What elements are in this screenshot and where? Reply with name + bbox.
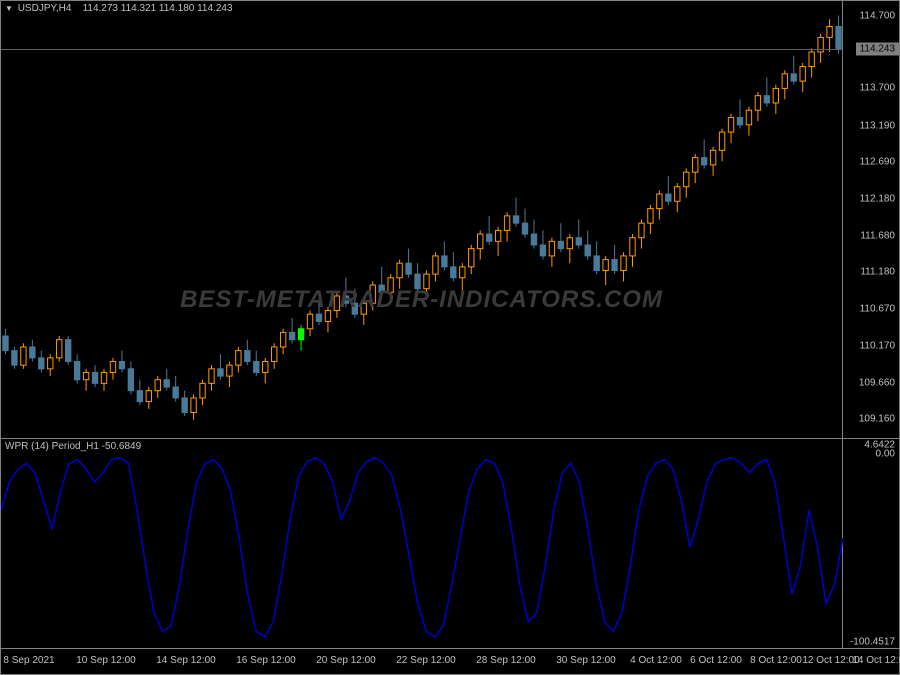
price-ytick: 110.170 <box>860 340 895 351</box>
time-xtick: 4 Oct 12:00 <box>630 655 682 666</box>
time-xtick: 30 Sep 12:00 <box>556 655 616 666</box>
price-ytick: 113.190 <box>860 120 895 131</box>
price-ytick: 112.180 <box>860 194 895 205</box>
dropdown-icon[interactable]: ▼ <box>5 4 13 13</box>
current-price-line <box>1 49 843 50</box>
time-xtick: 16 Sep 12:00 <box>236 655 296 666</box>
time-xtick: 6 Oct 12:00 <box>690 655 742 666</box>
symbol-label: USDJPY,H4 <box>18 3 72 14</box>
candlestick-svg <box>1 1 843 438</box>
time-xtick: 22 Sep 12:00 <box>396 655 456 666</box>
time-xtick: 12 Oct 12:00 <box>802 655 859 666</box>
price-ytick: 112.690 <box>860 156 895 167</box>
time-xtick: 8 Oct 12:00 <box>750 655 802 666</box>
price-ytick: 110.670 <box>860 304 895 315</box>
indicator-svg <box>1 439 843 650</box>
indicator-panel[interactable]: WPR (14) Period_H1 -50.6849 <box>1 438 843 649</box>
time-xtick: 28 Sep 12:00 <box>476 655 536 666</box>
indicator-yaxis: 4.64220.00-100.4517 <box>842 438 899 649</box>
price-ytick: 114.700 <box>860 10 895 21</box>
price-ytick: 109.160 <box>859 414 895 425</box>
price-chart-panel[interactable]: ▼ USDJPY,H4 114.273 114.321 114.180 114.… <box>1 1 843 438</box>
time-xtick: 10 Sep 12:00 <box>76 655 136 666</box>
price-ytick: 109.660 <box>859 377 895 388</box>
symbol-header: ▼ USDJPY,H4 114.273 114.321 114.180 114.… <box>5 3 233 14</box>
price-ytick: 111.180 <box>860 266 895 277</box>
current-price-tag: 114.243 <box>856 42 899 55</box>
chart-container: ▼ USDJPY,H4 114.273 114.321 114.180 114.… <box>0 0 900 675</box>
indicator-ytick: -100.4517 <box>850 636 895 647</box>
time-xtick: 14 Sep 12:00 <box>156 655 216 666</box>
price-yaxis: 114.700 114.243 113.700 113.190 112.690 112.1… <box>842 1 899 438</box>
watermark-text: BEST-METATRADER-INDICATORS.COM <box>180 286 663 314</box>
price-ytick: 113.700 <box>860 83 895 94</box>
indicator-ytick: 0.00 <box>876 448 895 459</box>
ohlc-label: 114.273 114.321 114.180 114.243 <box>83 3 233 14</box>
time-xaxis: 8 Sep 2021 10 Sep 12:00 14 Sep 12:00 16 Sep… <box>1 648 900 674</box>
time-xtick: 20 Sep 12:00 <box>316 655 376 666</box>
indicator-label: WPR (14) Period_H1 -50.6849 <box>5 441 141 452</box>
time-xtick: 14 Oct 12:00 <box>852 655 900 666</box>
time-xtick: 8 Sep 2021 <box>3 655 54 666</box>
price-ytick: 111.680 <box>860 230 895 241</box>
